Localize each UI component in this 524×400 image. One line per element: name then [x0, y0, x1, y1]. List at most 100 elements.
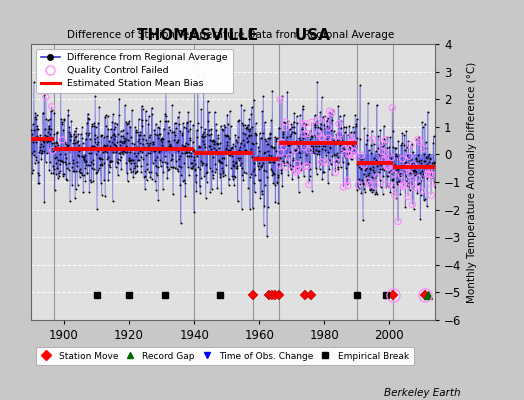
Point: [378, 142, 387, 148]
Point: [46, 116, 54, 122]
Point: [354, 182, 363, 188]
Point: [290, 110, 298, 116]
Point: [222, 162, 231, 168]
Point: [315, 148, 324, 154]
Point: [134, 137, 142, 144]
Point: [219, 168, 227, 174]
Point: [148, 160, 157, 166]
Point: [147, 147, 156, 154]
Point: [414, 136, 422, 142]
Point: [123, 170, 131, 176]
Point: [212, 141, 221, 148]
Point: [143, 166, 151, 172]
Point: [285, 140, 293, 146]
Point: [226, 108, 234, 114]
Point: [40, 138, 48, 145]
Point: [344, 160, 353, 166]
Point: [265, 152, 274, 158]
Point: [155, 149, 163, 156]
Point: [328, 171, 336, 177]
Point: [264, 204, 272, 210]
Point: [42, 116, 50, 122]
Point: [78, 134, 86, 141]
Point: [413, 158, 421, 164]
Point: [62, 177, 71, 184]
Point: [127, 169, 135, 175]
Point: [101, 113, 109, 120]
Point: [164, 130, 172, 136]
Point: [175, 120, 183, 127]
Point: [153, 172, 161, 178]
Point: [240, 141, 248, 148]
Point: [117, 154, 125, 160]
Point: [330, 150, 338, 157]
Point: [151, 163, 160, 170]
Point: [55, 145, 63, 152]
Point: [184, 109, 192, 115]
Point: [162, 147, 171, 154]
Point: [36, 132, 45, 138]
Point: [148, 146, 157, 153]
Point: [88, 123, 96, 129]
Point: [228, 173, 236, 179]
Point: [287, 131, 295, 137]
Point: [358, 176, 366, 183]
Point: [269, 170, 277, 176]
Point: [239, 177, 248, 184]
Point: [281, 153, 289, 160]
Point: [115, 112, 123, 119]
Point: [269, 171, 278, 177]
Point: [330, 137, 339, 143]
Point: [128, 107, 136, 114]
Point: [193, 153, 202, 159]
Point: [125, 155, 133, 161]
Point: [125, 118, 134, 124]
Point: [138, 117, 146, 123]
Point: [327, 139, 335, 146]
Point: [213, 140, 221, 146]
Point: [137, 154, 145, 160]
Point: [272, 148, 281, 154]
Point: [190, 154, 198, 160]
Point: [322, 152, 330, 159]
Point: [199, 131, 207, 137]
Point: [201, 126, 210, 132]
Point: [165, 143, 173, 149]
Point: [101, 148, 109, 154]
Point: [85, 130, 93, 136]
Point: [235, 156, 244, 163]
Point: [252, 120, 260, 126]
Point: [260, 167, 268, 174]
Point: [398, 140, 406, 146]
Point: [230, 173, 238, 180]
Point: [150, 127, 158, 133]
Point: [75, 174, 84, 180]
Point: [399, 181, 408, 187]
Point: [241, 122, 249, 128]
Point: [310, 112, 319, 118]
Point: [422, 161, 431, 167]
Point: [390, 192, 399, 198]
Point: [129, 168, 137, 174]
Point: [111, 142, 119, 148]
Point: [220, 172, 228, 178]
Point: [72, 168, 80, 175]
Point: [51, 139, 60, 145]
Point: [161, 113, 170, 120]
Point: [266, 153, 275, 160]
Point: [333, 137, 341, 144]
Point: [43, 117, 52, 124]
Point: [364, 100, 372, 107]
Point: [119, 127, 127, 134]
Point: [117, 149, 126, 155]
Point: [258, 162, 267, 169]
Point: [225, 147, 234, 154]
Point: [402, 158, 411, 165]
Point: [191, 161, 199, 168]
Point: [324, 180, 332, 186]
Point: [51, 187, 59, 194]
Point: [334, 103, 343, 109]
Point: [421, 120, 429, 127]
Point: [106, 159, 114, 165]
Point: [391, 161, 399, 168]
